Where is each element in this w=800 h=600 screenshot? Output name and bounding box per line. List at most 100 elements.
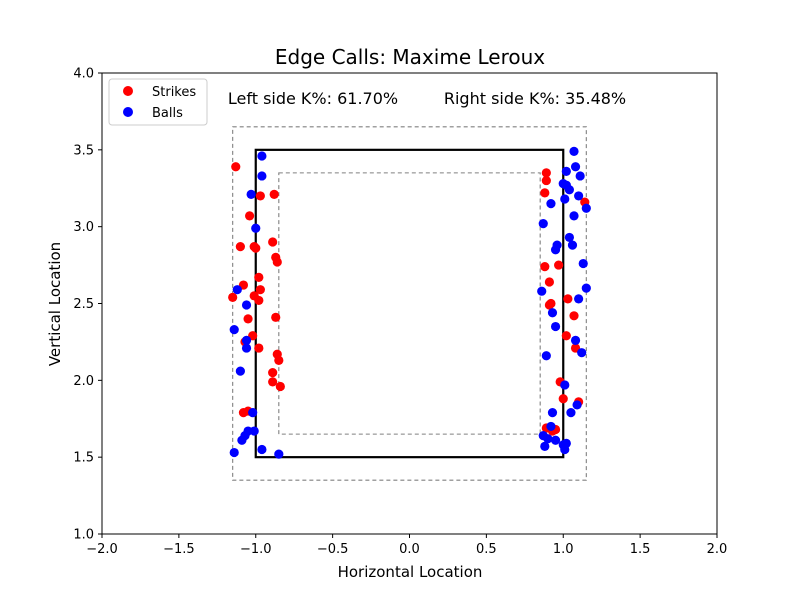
- strike-point: [561, 331, 571, 341]
- ball-point: [546, 421, 556, 432]
- points-layer: [228, 146, 591, 459]
- ball-point: [274, 449, 284, 459]
- x-tick-label: 2.0: [707, 542, 728, 557]
- strike-point: [251, 243, 261, 253]
- strike-point: [268, 368, 278, 378]
- ball-point: [241, 335, 252, 345]
- ball-point: [575, 171, 585, 181]
- x-axis-label: Horizontal Location: [338, 563, 483, 581]
- ball-point: [574, 191, 584, 201]
- ball-point: [550, 245, 561, 255]
- legend-balls-marker: [123, 107, 133, 117]
- outer-edge-zone: [232, 126, 587, 481]
- y-tick-label: 1.0: [73, 528, 94, 543]
- right-k-annotation: Right side K%: 35.48%: [444, 89, 626, 108]
- ball-point: [241, 343, 252, 353]
- ball-point: [543, 434, 553, 444]
- strike-point: [268, 377, 278, 387]
- x-tick-label: −1.0: [240, 542, 272, 557]
- strike-point: [275, 381, 285, 392]
- strike-point: [235, 242, 245, 252]
- ball-point: [257, 151, 267, 161]
- ball-point: [547, 408, 558, 418]
- ball-point: [257, 444, 267, 455]
- ball-point: [577, 348, 587, 358]
- strike-point: [254, 272, 264, 282]
- strike-point: [554, 260, 564, 270]
- x-tick-label: 0.0: [399, 542, 420, 557]
- strike-point: [238, 408, 249, 418]
- ball-point: [550, 321, 561, 332]
- legend-strikes-label: Strikes: [152, 85, 196, 100]
- strike-point: [271, 312, 281, 322]
- ball-point: [560, 444, 570, 455]
- y-tick-label: 2.5: [73, 297, 94, 312]
- ball-point: [570, 335, 581, 345]
- strike-point: [254, 343, 264, 353]
- ball-point: [249, 426, 259, 436]
- strike-point: [274, 355, 284, 365]
- strike-point: [558, 394, 568, 404]
- strike-point: [541, 175, 551, 186]
- ball-point: [229, 325, 239, 335]
- ball-point: [546, 199, 556, 209]
- x-axis-ticks: −2.0 −1.5 −1.0 −0.5 0.0 0.5 1.0 1.5 2.0: [86, 534, 727, 557]
- ball-point: [237, 435, 247, 445]
- ball-point: [578, 258, 588, 269]
- ball-point: [241, 300, 252, 310]
- ball-point: [257, 171, 267, 181]
- x-tick-label: −2.0: [86, 542, 118, 557]
- ball-point: [581, 203, 591, 213]
- ball-point: [564, 232, 575, 243]
- ball-point: [574, 294, 584, 304]
- ball-point: [229, 447, 239, 458]
- y-tick-label: 2.0: [73, 374, 94, 389]
- left-k-annotation: Left side K%: 61.70%: [228, 89, 398, 108]
- y-axis-ticks: 1.0 1.5 2.0 2.5 3.0 3.5 4.0: [73, 67, 102, 543]
- ball-point: [560, 380, 570, 390]
- strike-point: [540, 188, 550, 198]
- ball-point: [547, 308, 558, 318]
- strike-point: [272, 257, 282, 267]
- ball-point: [538, 218, 548, 229]
- ball-point: [246, 189, 256, 199]
- strike-point: [243, 314, 253, 324]
- ball-point: [248, 408, 258, 418]
- ball-point: [569, 211, 579, 221]
- y-axis-label: Vertical Location: [46, 242, 64, 366]
- ball-point: [567, 240, 578, 250]
- ball-point: [541, 351, 551, 361]
- legend: Strikes Balls: [108, 78, 208, 126]
- y-tick-label: 1.5: [73, 451, 94, 466]
- ball-point: [537, 286, 547, 296]
- ball-point: [540, 441, 550, 452]
- ball-point: [251, 223, 261, 233]
- ball-point: [561, 166, 571, 176]
- ball-point: [232, 285, 242, 295]
- strike-point: [254, 295, 264, 306]
- ball-point: [235, 366, 245, 376]
- ball-point: [569, 146, 579, 156]
- ball-point: [560, 194, 570, 204]
- strike-point: [544, 300, 555, 310]
- ball-point: [564, 185, 575, 195]
- x-tick-label: 1.5: [630, 542, 651, 557]
- ball-point: [570, 162, 581, 172]
- x-tick-label: 1.0: [553, 542, 574, 557]
- strike-point: [540, 262, 550, 272]
- strike-point: [563, 294, 573, 304]
- legend-strikes-marker: [123, 86, 133, 96]
- ball-point: [581, 283, 591, 293]
- inner-edge-zone: [278, 172, 541, 435]
- y-tick-label: 3.0: [73, 220, 94, 235]
- y-tick-label: 3.5: [73, 143, 94, 158]
- strike-point: [228, 292, 238, 302]
- y-tick-label: 4.0: [73, 67, 94, 82]
- ball-point: [550, 435, 561, 445]
- strike-point: [269, 189, 279, 199]
- strike-point: [268, 237, 278, 247]
- plot-area: [101, 72, 718, 535]
- ball-point: [572, 400, 582, 410]
- ball-point: [566, 408, 576, 418]
